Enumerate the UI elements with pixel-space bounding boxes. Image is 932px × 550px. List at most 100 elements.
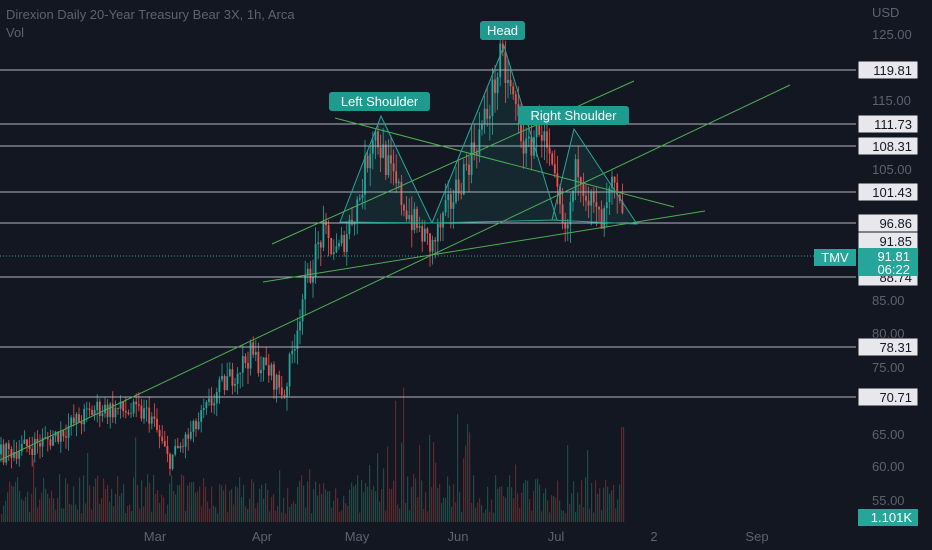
candle-body [379, 147, 382, 158]
volume-bar [337, 498, 339, 522]
volume-bar [317, 495, 319, 522]
volume-bar [429, 435, 431, 522]
volume-bar [37, 507, 39, 522]
candle-body [483, 108, 486, 125]
volume-bar [255, 508, 257, 522]
volume-bar [537, 478, 539, 522]
volume-bar [311, 513, 313, 522]
candle-body [314, 244, 317, 278]
candle-body [137, 404, 140, 406]
volume-bar [433, 442, 435, 522]
volume-bar [499, 487, 501, 522]
candle-body [192, 420, 195, 432]
volume-bar [355, 484, 357, 522]
candle-body [462, 164, 465, 195]
volume-bar [485, 509, 487, 522]
volume-readout-badge: 1.101K [858, 509, 918, 526]
volume-bar [169, 483, 171, 522]
x-axis-tick-label: Apr [252, 529, 273, 544]
volume-bar [403, 387, 405, 522]
volume-bar [559, 500, 561, 522]
volume-bar [195, 492, 197, 522]
candle-body [197, 421, 200, 430]
volume-bar [33, 459, 35, 522]
volume-bar [409, 510, 411, 522]
volume-bar [399, 508, 401, 522]
candle-body [91, 409, 93, 416]
volume-bar [595, 480, 597, 522]
volume-bar [125, 512, 127, 522]
candle-body [332, 252, 335, 255]
volume-bar [457, 413, 459, 522]
volume-bar [569, 503, 571, 522]
volume-bar [241, 497, 243, 522]
candle-body [296, 330, 299, 349]
svg-text:91.85: 91.85 [879, 234, 912, 249]
candle-body [75, 414, 78, 424]
volume-bar [535, 479, 537, 522]
candle-body [189, 431, 192, 439]
volume-bar [87, 452, 89, 522]
volume-bar [59, 474, 61, 522]
candle-body [317, 242, 320, 245]
volume-bar [393, 480, 395, 522]
candle-body [585, 195, 587, 201]
candle-body [413, 208, 416, 231]
volume-bar [385, 510, 387, 522]
volume-bar [381, 489, 383, 522]
volume-bar [93, 486, 95, 522]
candle-body [254, 351, 257, 355]
candle-body [226, 376, 229, 391]
volume-bar [487, 486, 489, 522]
candle-body [52, 436, 54, 446]
volume-bar [271, 496, 273, 522]
volume-bar [415, 478, 417, 522]
volume-bar [285, 513, 287, 522]
candle-body [210, 398, 213, 406]
candle-body [595, 202, 598, 207]
y-axis-tick-label: 60.00 [872, 459, 905, 474]
volume-bar [461, 511, 463, 522]
volume-bar [201, 506, 203, 522]
volume-bar [407, 476, 409, 522]
volume-bar [73, 486, 75, 522]
volume-bar [209, 508, 211, 522]
volume-bar [561, 510, 563, 522]
candle-body [140, 405, 143, 419]
volume-bar [25, 496, 27, 522]
candle-body [10, 448, 13, 458]
volume-bar [327, 491, 329, 522]
candle-body [527, 136, 530, 139]
svg-text:96.86: 96.86 [879, 216, 912, 231]
candle-body [236, 373, 239, 384]
candle-body [416, 208, 418, 228]
volume-bar [101, 498, 103, 522]
volume-bar [299, 481, 301, 522]
candle-body [382, 144, 385, 158]
volume-bar [129, 504, 131, 522]
volume-bar [63, 508, 65, 522]
candle-body [605, 202, 608, 209]
volume-bar [397, 504, 399, 522]
candle-body [535, 117, 538, 138]
volume-bar [153, 475, 155, 522]
volume-bar [295, 503, 297, 522]
candle-body [514, 94, 517, 105]
volume-bar [111, 488, 113, 522]
candle-body [122, 401, 125, 411]
volume-bar [479, 498, 481, 522]
volume-bar [135, 437, 137, 522]
volume-bar [237, 487, 239, 522]
candle-body [574, 159, 577, 191]
volume-bar [145, 487, 147, 522]
volume-bar [89, 485, 91, 522]
volume-bar [447, 476, 449, 522]
volume-bar [213, 505, 215, 522]
volume-bar [533, 490, 535, 522]
volume-bar [591, 483, 593, 522]
volume-bar [391, 489, 393, 522]
volume-bar [55, 509, 57, 522]
volume-bar [123, 483, 125, 522]
